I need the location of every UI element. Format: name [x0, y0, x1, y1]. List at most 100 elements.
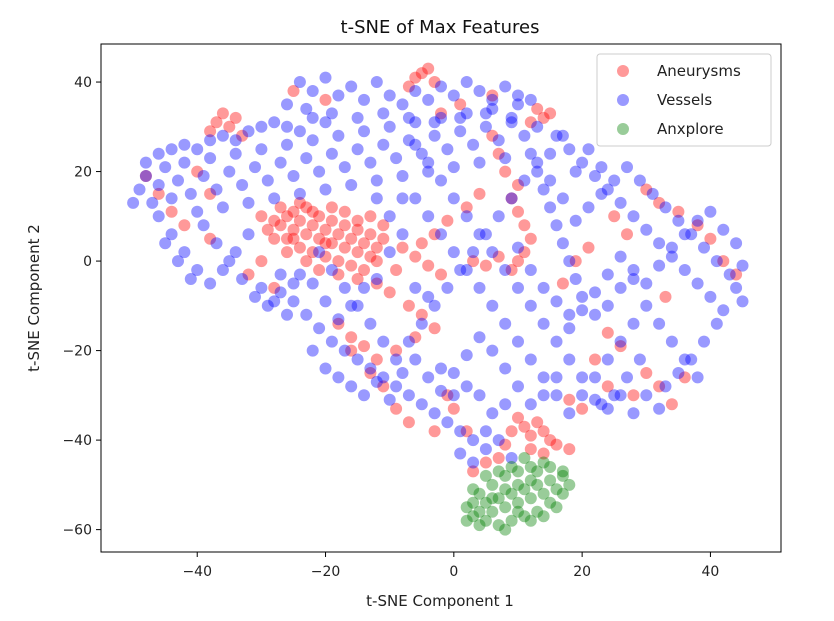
data-point — [306, 344, 319, 357]
data-point — [383, 286, 396, 299]
data-point — [717, 304, 730, 317]
data-point — [281, 98, 293, 111]
data-point — [319, 250, 332, 263]
data-point — [499, 398, 512, 411]
y-axis-label: t-SNE Component 2 — [25, 224, 43, 372]
data-point — [409, 85, 422, 97]
data-point — [550, 483, 563, 496]
data-point — [467, 246, 480, 259]
data-point — [473, 487, 486, 500]
data-point — [544, 434, 557, 447]
data-point — [422, 259, 435, 272]
data-point — [390, 344, 403, 357]
data-point — [358, 389, 370, 402]
data-point — [505, 111, 518, 124]
y-tick-label: −20 — [62, 344, 92, 360]
data-point — [441, 389, 454, 402]
data-point — [223, 165, 236, 178]
data-point — [518, 452, 531, 464]
data-point — [159, 161, 172, 174]
data-point — [313, 264, 326, 276]
data-point — [473, 281, 486, 294]
x-tick-label: −20 — [311, 564, 341, 580]
data-point — [152, 147, 165, 160]
data-point — [698, 335, 710, 348]
data-point — [524, 492, 537, 505]
data-point — [197, 219, 210, 232]
data-point — [396, 228, 409, 241]
data-point — [544, 474, 557, 487]
data-point — [704, 232, 717, 245]
data-point — [281, 232, 293, 245]
data-point — [300, 228, 313, 241]
data-point — [499, 317, 512, 330]
data-point — [479, 443, 492, 456]
data-point — [306, 277, 319, 290]
data-point — [537, 425, 550, 438]
data-point — [563, 478, 576, 491]
data-point — [582, 143, 595, 156]
data-point — [370, 255, 383, 268]
x-tick-label: 40 — [702, 564, 720, 580]
data-point — [325, 201, 338, 214]
data-point — [435, 362, 447, 375]
data-point — [204, 134, 217, 147]
data-point — [146, 196, 159, 209]
data-point — [358, 93, 370, 106]
data-point — [287, 277, 300, 290]
data-point — [473, 85, 486, 97]
data-point — [653, 380, 666, 393]
data-point — [345, 179, 358, 191]
data-point — [621, 228, 633, 241]
data-point — [422, 290, 435, 303]
data-point — [152, 210, 165, 223]
data-point — [531, 465, 544, 478]
data-point — [704, 290, 717, 303]
data-point — [300, 152, 313, 165]
data-point — [473, 389, 486, 402]
data-point — [556, 129, 569, 142]
data-point — [370, 353, 383, 366]
legend-marker — [617, 123, 629, 135]
data-point — [435, 384, 447, 397]
data-point — [537, 510, 550, 523]
data-point — [460, 425, 473, 438]
data-point — [351, 273, 364, 285]
data-point — [325, 147, 338, 160]
data-point — [672, 214, 685, 227]
data-point — [325, 107, 338, 120]
data-point — [345, 331, 358, 344]
data-point — [479, 107, 492, 120]
plot-frame — [100, 43, 782, 553]
data-point — [531, 120, 544, 133]
data-point — [242, 125, 255, 138]
data-point — [287, 85, 300, 97]
data-point — [197, 170, 210, 182]
data-point — [390, 402, 403, 415]
data-point — [447, 402, 460, 415]
data-point — [178, 138, 191, 151]
data-point — [589, 353, 601, 366]
data-point — [435, 268, 447, 281]
data-point — [473, 156, 486, 169]
data-point — [172, 255, 184, 268]
data-point — [396, 98, 409, 111]
data-point — [563, 322, 576, 335]
data-point — [563, 407, 576, 420]
data-point — [358, 340, 370, 353]
data-point — [139, 170, 152, 182]
data-point — [576, 290, 589, 303]
data-point — [210, 116, 223, 129]
data-point — [319, 71, 332, 84]
data-point — [550, 219, 563, 232]
data-point — [396, 241, 409, 254]
data-point — [338, 161, 351, 174]
data-point — [454, 425, 467, 438]
data-point — [499, 165, 512, 178]
data-point — [512, 255, 524, 268]
data-point — [665, 335, 678, 348]
data-point — [563, 255, 576, 268]
data-point — [435, 80, 447, 93]
data-point — [351, 143, 364, 156]
data-point — [377, 335, 390, 348]
